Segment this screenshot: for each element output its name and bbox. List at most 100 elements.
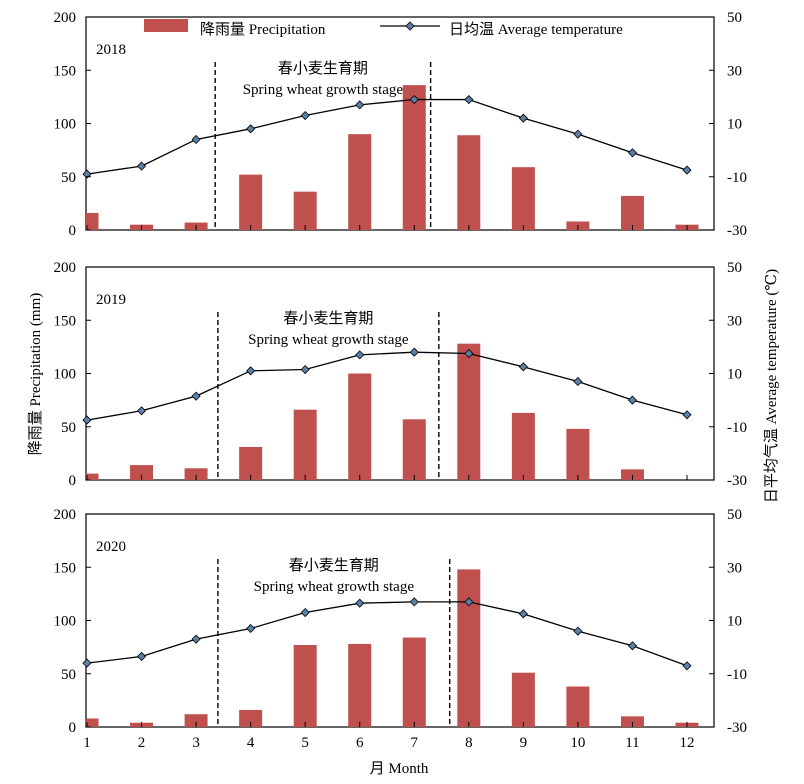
precip-bar (348, 373, 372, 480)
temperature-point (409, 597, 419, 607)
x-tick-label: 11 (625, 735, 639, 751)
temperature-point (409, 94, 419, 105)
temperature-point (682, 410, 692, 420)
temperature-point (464, 348, 474, 359)
temperature-point (191, 391, 201, 401)
stage-label-cn: 春小麦生育期 (283, 310, 373, 327)
temperature-point (409, 347, 419, 357)
temperature-point (518, 609, 528, 619)
precip-bar (239, 174, 263, 230)
temperature-point (300, 110, 310, 121)
temperature-point (627, 148, 638, 158)
year-label: 2018 (96, 42, 126, 58)
x-tick-label: 2 (138, 735, 146, 751)
precip-bar (457, 135, 481, 230)
y-left-axis-title: 降雨量 Precipitation (mm) (27, 293, 44, 455)
left-tick-label: 100 (54, 614, 77, 630)
precip-bar (402, 419, 426, 480)
temperature-point (355, 598, 365, 608)
year-label: 2019 (96, 292, 126, 308)
precip-bar (86, 473, 99, 480)
precip-bar (348, 643, 372, 727)
plot-frame (85, 16, 715, 231)
temperature-point (464, 597, 474, 607)
precip-bar (511, 167, 535, 230)
left-tick-label: 200 (54, 10, 77, 26)
precip-bar (239, 709, 263, 727)
legend-precip-label: 降雨量 Precipitation (200, 21, 326, 38)
left-tick-label: 150 (54, 313, 77, 329)
temperature-line (86, 351, 688, 421)
temperature-point (682, 661, 692, 671)
right-tick-label: 10 (727, 614, 742, 630)
stage-label-en: Spring wheat growth stage (243, 82, 404, 98)
temperature-point (246, 623, 256, 634)
x-axis-title: 月 Month (370, 761, 429, 777)
temperature-point (246, 366, 256, 376)
left-tick-label: 150 (54, 560, 77, 576)
x-tick-label: 10 (570, 735, 585, 751)
temperature-point (573, 129, 583, 139)
precip-bar (511, 672, 535, 727)
stage-label-en: Spring wheat growth stage (248, 332, 409, 348)
temperature-point (300, 607, 310, 618)
precip-bar (620, 469, 644, 480)
temperature-point (355, 350, 365, 360)
right-tick-label: 30 (727, 313, 742, 329)
temperature-line (86, 601, 688, 667)
x-tick-label: 7 (411, 735, 419, 751)
right-tick-label: 50 (727, 260, 742, 276)
temperature-point (136, 651, 147, 662)
right-tick-label: -30 (727, 223, 747, 239)
x-tick-label: 12 (680, 735, 695, 751)
right-tick-label: 10 (727, 367, 742, 383)
temperature-point (573, 376, 583, 387)
legend-temp-label: 日均温 Average temperature (449, 21, 623, 38)
left-tick-label: 150 (54, 63, 77, 79)
temperature-point (82, 658, 92, 668)
right-tick-label: -10 (727, 667, 747, 683)
y-right-axis-title: 日平均气温 Average temperature (℃) (763, 269, 780, 503)
precip-bar (130, 465, 154, 480)
legend: 降雨量 Precipitation 日均温 Average temperatur… (144, 19, 623, 38)
precip-bar (402, 85, 426, 230)
right-tick-label: 30 (727, 63, 742, 79)
left-tick-label: 0 (69, 473, 77, 489)
right-tick-label: 10 (727, 117, 742, 133)
temperature-line (86, 98, 688, 175)
x-tick-label: 1 (83, 735, 91, 751)
panel-2018: 春小麦生育期 Spring wheat growth stage 0 50 100 150… (54, 10, 748, 239)
plot-frame (85, 266, 715, 481)
x-tick-label: 4 (247, 735, 255, 751)
precip-bar (293, 191, 317, 230)
temperature-point (136, 161, 147, 171)
temperature-point (191, 134, 201, 145)
stage-label-cn: 春小麦生育期 (289, 557, 379, 574)
right-tick-label: -30 (727, 473, 747, 489)
temperature-point (518, 362, 528, 372)
left-tick-label: 200 (54, 507, 77, 523)
left-tick-label: 50 (61, 667, 76, 683)
stage-label-en: Spring wheat growth stage (254, 579, 415, 595)
precip-bar (348, 134, 372, 230)
left-tick-label: 0 (69, 720, 77, 736)
precip-bar (457, 343, 481, 480)
temperature-point (136, 406, 147, 416)
left-tick-label: 100 (54, 117, 77, 133)
left-tick-label: 200 (54, 260, 77, 276)
temperature-point (518, 113, 528, 123)
left-tick-label: 50 (61, 420, 76, 436)
precip-bar (620, 716, 644, 727)
precip-bar (239, 446, 263, 480)
right-tick-label: 50 (727, 507, 742, 523)
x-tick-label: 5 (301, 735, 309, 751)
precip-bar (293, 409, 317, 480)
temperature-point (682, 165, 692, 175)
precip-bar (511, 412, 535, 480)
left-tick-label: 0 (69, 223, 77, 239)
right-tick-label: 50 (727, 10, 742, 26)
year-label: 2020 (96, 539, 126, 555)
temperature-point (464, 94, 474, 105)
